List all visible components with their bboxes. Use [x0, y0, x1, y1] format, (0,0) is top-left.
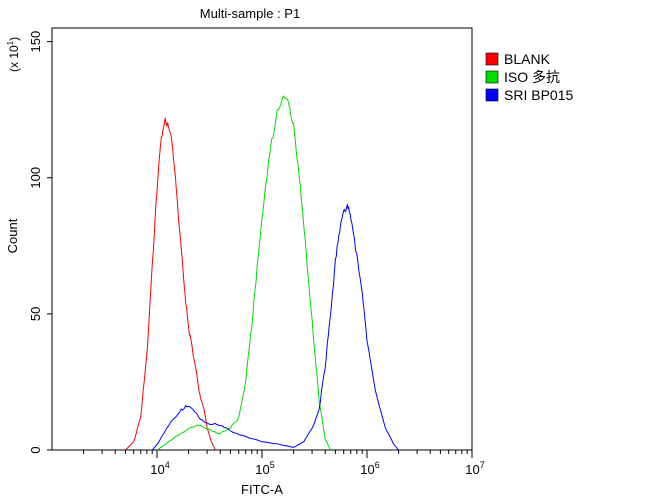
y-tick-label: 100 — [28, 167, 43, 189]
y-tick-label: 0 — [28, 446, 43, 453]
legend-label: ISO 多抗 — [504, 69, 560, 85]
y-axis-ticks: 0 50 100 150 — [28, 31, 52, 454]
series-lines — [125, 95, 399, 451]
x-axis-ticks: 104 105 106 107 — [83, 450, 485, 477]
y-scale-label: (x 101) — [6, 37, 21, 72]
legend-swatch — [485, 88, 499, 102]
legend-swatch — [485, 52, 499, 66]
legend-swatch — [485, 70, 499, 84]
x-axis-label: FITC-A — [241, 482, 283, 497]
plot-frame — [51, 27, 473, 451]
x-tick-label: 104 — [150, 460, 169, 477]
y-axis-label: Count — [5, 218, 20, 253]
y-tick-label: 150 — [28, 31, 43, 53]
series-line-3 — [151, 203, 399, 451]
legend-label: SRI BP015 — [504, 87, 573, 103]
legend: BLANK ISO 多抗 SRI BP015 — [485, 51, 573, 103]
legend-label: BLANK — [504, 51, 551, 67]
x-tick-label: 106 — [360, 460, 379, 477]
series-line-1 — [125, 117, 216, 451]
series-line-2 — [156, 95, 332, 451]
chart-title: Multi-sample : P1 — [200, 6, 300, 21]
y-tick-label: 50 — [28, 307, 43, 321]
x-tick-label: 105 — [255, 460, 274, 477]
x-tick-label: 107 — [465, 460, 484, 477]
